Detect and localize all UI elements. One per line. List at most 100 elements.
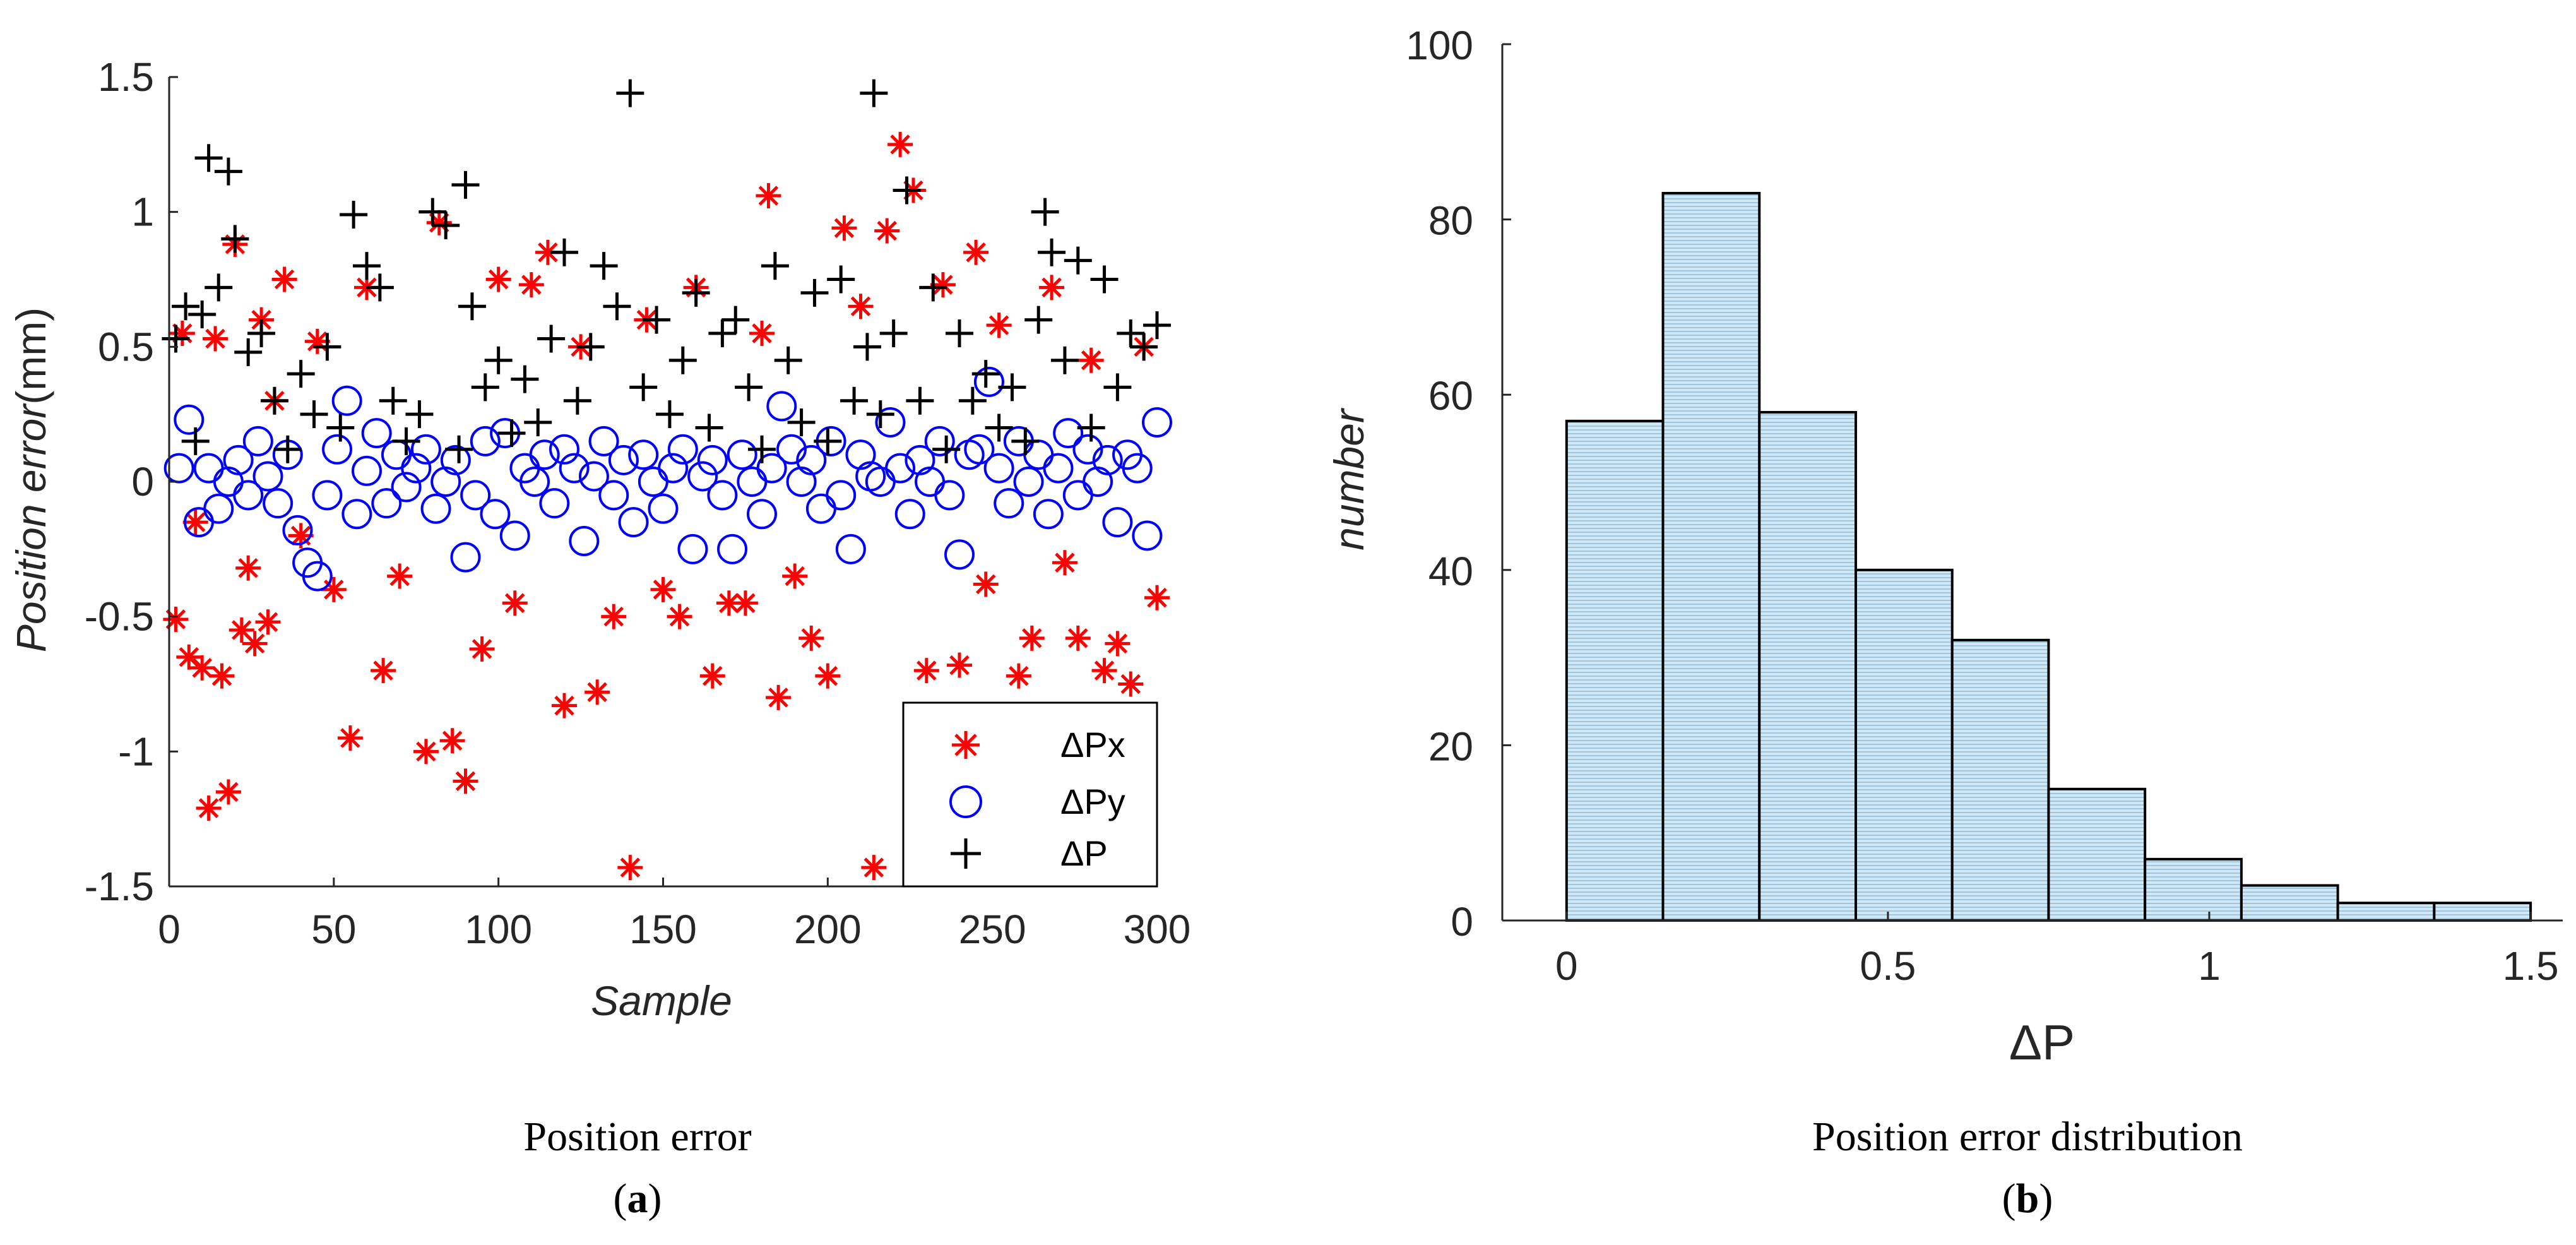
dpy-point [983, 453, 1014, 484]
dpx-point [1091, 658, 1117, 684]
scatter-panel: 1.5 1 0.5 0 -0.5 -1 -1.5 0 50 100 150 200 250 300 Sa… [8, 54, 1190, 1222]
dpy-point [885, 453, 916, 484]
dpx-point [337, 725, 363, 751]
histogram-bar [2336, 902, 2436, 922]
histogram-bar [2144, 857, 2243, 922]
dpy-point [440, 444, 471, 475]
dpy-point [964, 434, 995, 465]
dpx-point [1039, 275, 1065, 301]
scatter-x-tick-label: 200 [794, 907, 862, 952]
legend-py-label: ΔPy [1060, 782, 1125, 821]
histogram-bar [1758, 410, 1857, 922]
dpy-point [331, 385, 362, 416]
histogram-bars [1565, 191, 2532, 922]
histogram-bar [2047, 787, 2147, 922]
dpx-point [189, 655, 215, 681]
dpx-point [163, 606, 189, 632]
scatter-y-tick-label: -0.5 [85, 594, 154, 640]
dpx-point [485, 266, 511, 292]
dpy-point [618, 507, 649, 538]
dp-point [643, 306, 671, 334]
dpy-point [598, 480, 629, 511]
dpx-point [439, 728, 465, 754]
dpy-point [391, 472, 422, 503]
dp-point [188, 301, 217, 329]
histogram-x-tick-label: 0 [1555, 943, 1578, 989]
dp-point [194, 144, 223, 172]
dp-point [946, 319, 973, 347]
dp-point [458, 292, 486, 321]
dpx-point [215, 779, 241, 805]
dpx-point [255, 609, 281, 635]
dpy-point [756, 453, 787, 484]
dpx-point [502, 590, 528, 616]
dp-point [748, 435, 776, 463]
dp-point [616, 79, 644, 107]
dp-point [1031, 198, 1059, 226]
dpy-point [1142, 407, 1172, 438]
dpy-point [786, 467, 817, 497]
scatter-x-ticks: 0 50 100 150 200 250 300 [158, 878, 1190, 952]
dp-point [774, 346, 802, 374]
dp-point [603, 292, 631, 321]
dpy-point [648, 493, 679, 524]
dpx-point [552, 693, 577, 718]
legend-p-label: ΔP [1060, 833, 1108, 873]
dpy-point [658, 453, 689, 484]
dpy-point [223, 444, 254, 475]
dp-point [484, 346, 513, 374]
dpy-point [1013, 467, 1044, 497]
dpy-point [776, 434, 807, 465]
dpx-point [887, 131, 913, 157]
dp-point [405, 400, 434, 429]
dp-point [181, 427, 210, 455]
dpy-point [1033, 499, 1064, 530]
dpx-point [913, 658, 939, 684]
dp-point [655, 400, 684, 429]
dpx-point [453, 768, 478, 794]
dpx-point [271, 266, 297, 292]
dpx-point [749, 320, 775, 346]
scatter-y-tick-label: 0 [131, 459, 154, 504]
dpy-point [875, 407, 906, 438]
dp-point [576, 333, 605, 361]
histogram-panel-label: (b) [2002, 1176, 2053, 1222]
histogram-y-axis-label: number [1326, 407, 1372, 551]
dp-point [379, 386, 407, 415]
dpy-point [430, 467, 461, 497]
scatter-legend: ΔPx ΔPy ΔP [902, 701, 1158, 888]
scatter-caption: Position error [523, 1114, 751, 1160]
dpy-point [628, 439, 659, 470]
scatter-x-tick-label: 50 [311, 907, 356, 952]
dpy-point [203, 493, 234, 524]
dpy-point [727, 439, 757, 470]
dpy-point [973, 366, 1004, 397]
scatter-x-tick-label: 0 [158, 907, 181, 952]
dpy-point [322, 434, 353, 465]
dp-point [1011, 427, 1040, 455]
dpy-point [588, 426, 619, 456]
dpx-point [196, 795, 222, 821]
dpx-point [986, 313, 1012, 338]
scatter-y-tick-label: -1.5 [85, 864, 154, 909]
dpy-point [578, 461, 609, 492]
dpy-point [499, 520, 530, 551]
dpx-point [413, 739, 439, 765]
dpy-point [559, 453, 590, 484]
dp-point [353, 252, 381, 280]
dp-point [497, 419, 526, 448]
dpx-point [732, 590, 758, 616]
histogram-caption: Position error distribution [1812, 1114, 2243, 1160]
histogram-bar [1565, 419, 1665, 922]
dpy-point [905, 444, 935, 475]
legend-px-marker [952, 731, 980, 759]
dpy-point [894, 499, 925, 530]
dpx-point [617, 855, 643, 881]
dp-point [1143, 311, 1171, 340]
scatter-markers [162, 79, 1172, 881]
dpx-point [371, 658, 396, 684]
dpx-point [1078, 347, 1104, 373]
dpy-point [994, 488, 1024, 519]
dp-point [221, 225, 249, 253]
dpx-point [1144, 585, 1170, 611]
